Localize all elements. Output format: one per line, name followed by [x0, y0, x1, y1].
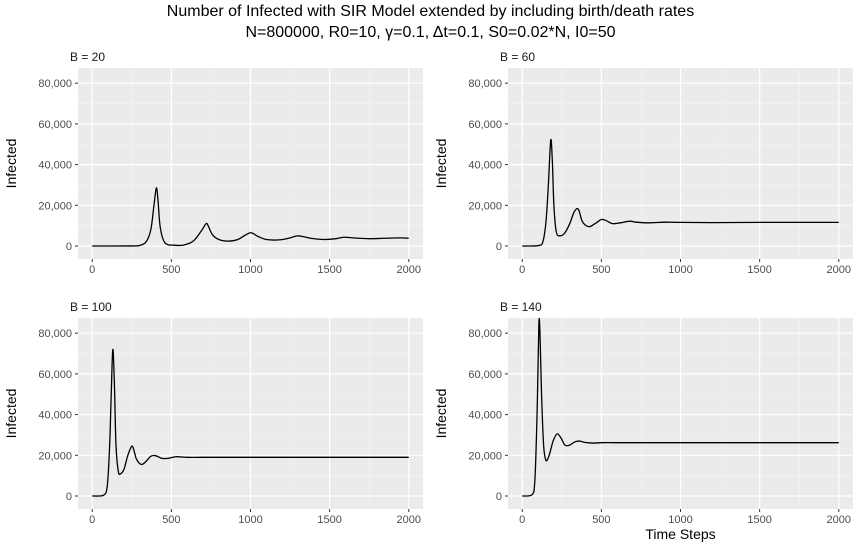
y-tick-label: 40,000	[38, 410, 72, 422]
y-tick-label: 60,000	[38, 119, 72, 131]
x-tick-label: 2000	[827, 514, 851, 526]
facet-label: B = 60	[500, 50, 535, 64]
x-tick-label: 0	[89, 514, 95, 526]
y-tick-label: 40,000	[468, 160, 502, 172]
x-tick-label: 1000	[668, 264, 692, 276]
y-tick-label: 0	[66, 241, 72, 253]
y-tick-label: 20,000	[468, 450, 502, 462]
x-tick-label: 1500	[317, 514, 341, 526]
x-tick-label: 1000	[238, 514, 262, 526]
facet-label: B = 20	[70, 50, 105, 64]
x-tick-label: 1500	[317, 264, 341, 276]
x-tick-label: 2000	[397, 264, 421, 276]
x-axis-title: Time Steps	[645, 526, 715, 542]
y-axis-title: Infected	[433, 389, 449, 439]
x-tick-label: 0	[89, 264, 95, 276]
panel-4: 0 20,000 40,000 60,000 80,000 0 500 1000 1500 200…	[433, 300, 853, 542]
x-tick-label: 2000	[397, 514, 421, 526]
y-axis-title: Infected	[3, 139, 19, 189]
series-line-infected	[522, 138, 839, 247]
y-tick-label: 40,000	[468, 410, 502, 422]
y-tick-label: 80,000	[468, 78, 502, 90]
x-tick-label: 2000	[827, 264, 851, 276]
y-tick-label: 80,000	[38, 78, 72, 90]
chart-subtitle: N=800000, R0=10, γ=0.1, Δt=0.1, S0=0.02*…	[245, 24, 616, 41]
facet-label: B = 100	[70, 300, 112, 314]
y-tick-label: 80,000	[468, 328, 502, 340]
y-tick-label: 0	[496, 491, 502, 503]
series-line-infected	[92, 348, 409, 497]
x-tick-label: 500	[592, 514, 610, 526]
x-tick-label: 0	[519, 264, 525, 276]
y-tick-label: 60,000	[38, 369, 72, 381]
x-tick-label: 1000	[238, 264, 262, 276]
x-tick-label: 0	[519, 514, 525, 526]
y-axis-title: Infected	[3, 389, 19, 439]
x-tick-label: 1500	[747, 514, 771, 526]
series-line-infected	[92, 187, 409, 247]
x-tick-label: 500	[592, 264, 610, 276]
y-tick-label: 20,000	[468, 200, 502, 212]
y-tick-label: 60,000	[468, 119, 502, 131]
title-block: Number of Infected with SIR Model extend…	[0, 2, 861, 43]
y-tick-label: 80,000	[38, 328, 72, 340]
panel-2: 0 20,000 40,000 60,000 80,000 0 500 1000 1500 200…	[433, 50, 853, 276]
y-tick-label: 0	[66, 491, 72, 503]
y-tick-label: 0	[496, 241, 502, 253]
y-tick-label: 20,000	[38, 200, 72, 212]
x-tick-label: 500	[162, 264, 180, 276]
y-tick-label: 20,000	[38, 450, 72, 462]
x-tick-label: 1500	[747, 264, 771, 276]
series-line-infected	[522, 317, 839, 497]
y-tick-label: 40,000	[38, 160, 72, 172]
panel-3: 0 20,000 40,000 60,000 80,000 0 500 1000 1500 200…	[3, 300, 423, 526]
x-tick-label: 500	[162, 514, 180, 526]
y-axis-title: Infected	[433, 139, 449, 189]
x-tick-label: 1000	[668, 514, 692, 526]
panel-1: 0 20,000 40,000 60,000 80,000 0 500 1000 1500 200…	[3, 50, 423, 276]
y-tick-label: 60,000	[468, 369, 502, 381]
chart-title: Number of Infected with SIR Model extend…	[166, 3, 695, 20]
facet-label: B = 140	[500, 300, 542, 314]
